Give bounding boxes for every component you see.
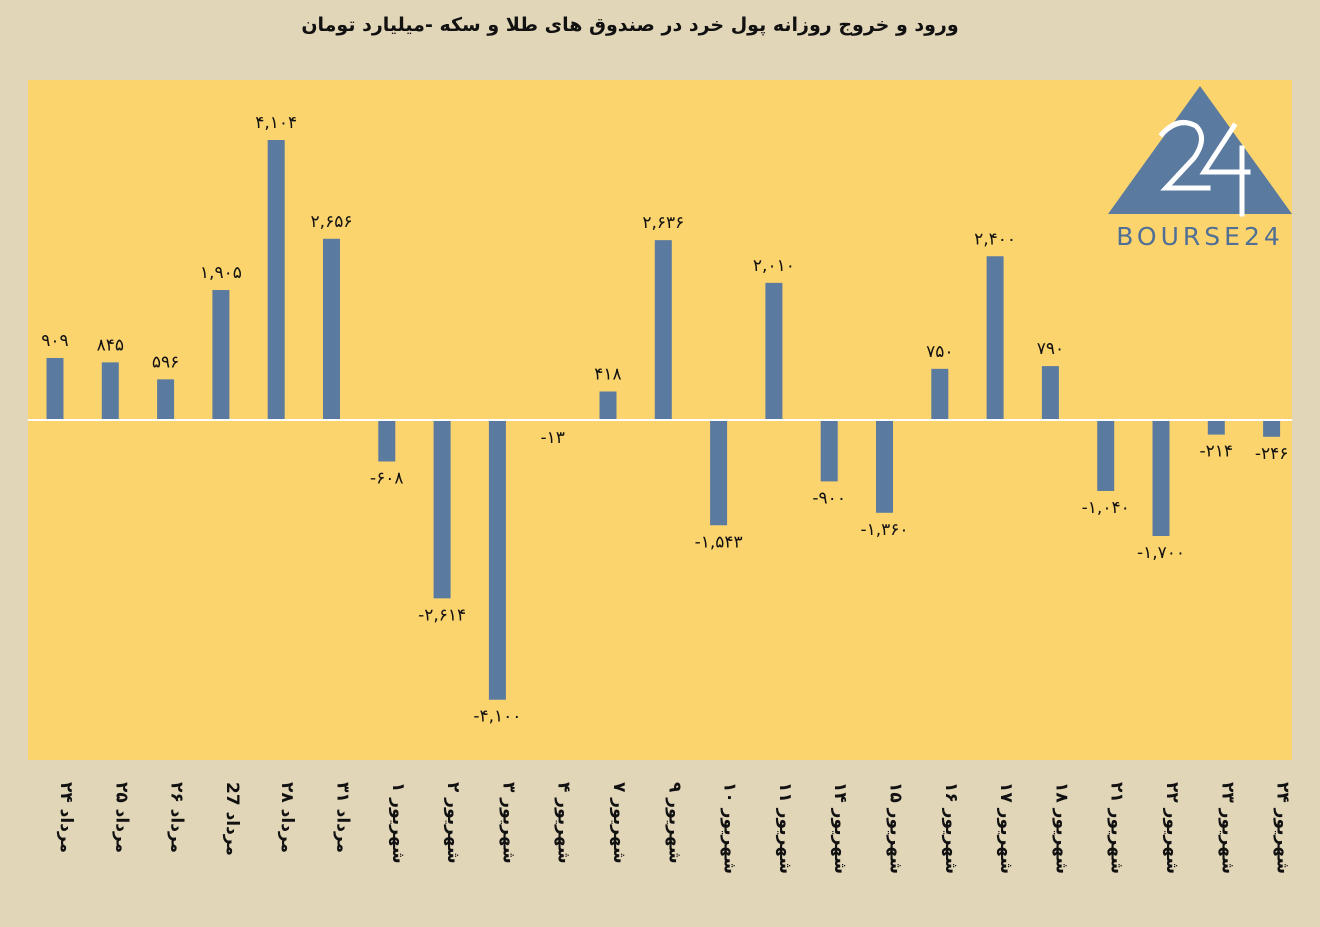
data-label: -۲,۶۱۴ — [418, 605, 466, 625]
data-label: ۲,۶۵۶ — [311, 212, 353, 232]
category-label: ۲ شهریور — [443, 782, 463, 864]
category-label: ۳ شهریور — [498, 782, 518, 864]
category-label: ۲۳ شهریور — [1217, 782, 1237, 874]
data-label: ۵۹۶ — [152, 352, 179, 372]
category-label: ۲۶ مرداد — [167, 782, 187, 853]
data-label: ۷۵۰ — [926, 342, 953, 362]
category-label: ۱۶ شهریور — [941, 782, 961, 874]
bars-group — [46, 140, 1281, 700]
category-label: ۱۴ شهریور — [830, 782, 850, 874]
bar — [378, 420, 396, 462]
bar — [986, 256, 1004, 420]
bar — [1263, 420, 1281, 437]
chart-title: ورود و خروج روزانه پول خرد در صندوق های … — [301, 14, 959, 36]
bar — [654, 240, 672, 420]
category-label: ۲۸ مرداد — [277, 782, 297, 853]
category-label: ۴ شهریور — [554, 782, 574, 864]
bar — [1097, 420, 1115, 491]
bourse24-logo — [1108, 86, 1292, 217]
data-label: ۲,۰۱۰ — [753, 256, 795, 276]
category-label: ۱ شهریور — [388, 782, 408, 864]
category-label: ۱۵ شهریور — [886, 782, 906, 874]
bar — [1152, 420, 1170, 536]
bar — [820, 420, 838, 482]
data-label: -۲۱۴ — [1200, 442, 1234, 462]
bar — [488, 420, 506, 700]
bar — [267, 140, 285, 420]
bar — [323, 238, 340, 420]
category-label: ۲۵ مرداد — [111, 782, 131, 853]
data-label: -۱,۷۰۰ — [1137, 543, 1185, 563]
category-label: ۱۸ شهریور — [1051, 782, 1071, 874]
data-label: -۴,۱۰۰ — [473, 707, 521, 727]
category-label: 27 مرداد — [222, 782, 242, 856]
bar — [876, 420, 893, 513]
bar — [765, 282, 783, 420]
category-label: ۳۱ مرداد — [333, 782, 353, 853]
bar — [1207, 420, 1225, 435]
data-label: ۷۹۰ — [1037, 339, 1064, 359]
data-label: ۲,۴۰۰ — [974, 229, 1016, 249]
category-label: ۱۰ شهریور — [720, 782, 740, 874]
logo-text: BOURSE24 — [1116, 222, 1284, 251]
category-label: ۹ شهریور — [664, 782, 684, 864]
data-label: ۲,۶۳۶ — [642, 213, 684, 233]
bar — [1041, 366, 1059, 420]
data-label: ۹۰۹ — [41, 331, 68, 351]
data-label: -۶۰۸ — [370, 468, 404, 488]
category-label: ۱۷ شهریور — [996, 782, 1016, 874]
data-label: -۲۴۶ — [1255, 444, 1289, 464]
category-label: ۲۴ مرداد — [56, 782, 76, 853]
data-label: -۹۰۰ — [812, 488, 846, 508]
bar — [599, 391, 617, 420]
category-label: ۲۴ شهریور — [1273, 782, 1293, 874]
category-label: ۱۱ شهریور — [775, 782, 795, 874]
data-label: -۱۳ — [540, 428, 564, 448]
data-label: ۱,۹۰۵ — [200, 263, 242, 283]
bar — [931, 368, 949, 420]
bar — [433, 420, 451, 599]
category-label: ۷ شهریور — [609, 782, 629, 864]
category-label: ۲۲ شهریور — [1162, 782, 1182, 874]
data-label: -۱,۰۴۰ — [1082, 498, 1130, 518]
bar — [212, 290, 230, 420]
bar — [157, 379, 175, 420]
data-label: ۴۱۸ — [594, 364, 621, 384]
data-label: -۱,۵۴۳ — [695, 532, 743, 552]
data-label: ۸۴۵ — [97, 335, 124, 355]
bar — [46, 357, 64, 420]
category-labels-group: ۲۴ مرداد ۲۵ مرداد ۲۶ مرداد 27 مرداد ۲۸ مرداد… — [56, 782, 1293, 874]
bar — [101, 362, 119, 420]
data-label: ۴,۱۰۴ — [255, 113, 297, 133]
category-label: ۲۱ شهریور — [1107, 782, 1127, 874]
data-labels-group: ۹۰۹ ۸۴۵ ۵۹۶ ۱,۹۰۵ ۴,۱۰۴ ۲,۶۵۶ -۶۰۸ -۲,۶۱۴ -۴,۱۰۰… — [41, 113, 1288, 727]
data-label: -۱,۳۶۰ — [860, 520, 908, 540]
bar — [710, 420, 728, 526]
